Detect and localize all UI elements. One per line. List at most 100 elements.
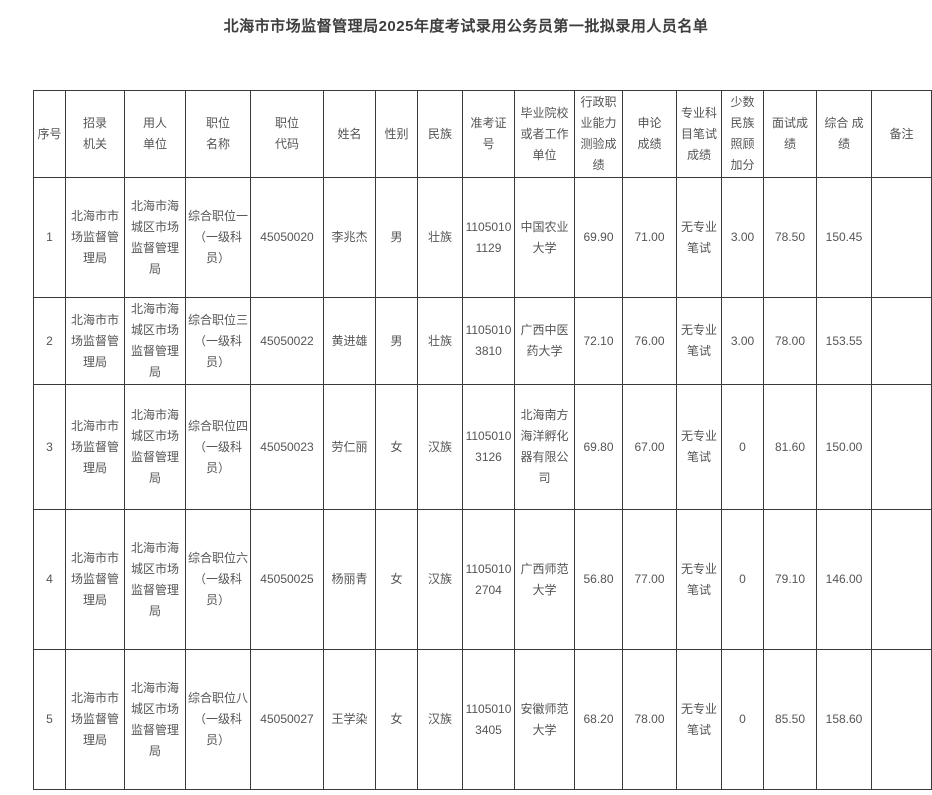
cell-name: 王学染 (323, 649, 376, 790)
cell-recruiting-organ: 北海市市场监督管理局 (65, 177, 125, 298)
header-ethnicity: 民族 (417, 90, 463, 178)
cell-employing-unit: 北海市海城区市场监督管理局 (124, 177, 186, 298)
header-aptitude-score: 行政职 业能力 测验成 绩 (574, 90, 623, 178)
cell-school-or-employer: 广西师范大学 (514, 509, 575, 650)
cell-employing-unit: 北海市海城区市场监督管理局 (124, 509, 186, 650)
cell-employing-unit: 北海市海城区市场监督管理局 (124, 384, 186, 510)
cell-minority-bonus: 0 (721, 649, 764, 790)
cell-name: 黄进雄 (323, 297, 376, 385)
cell-exam-id: 11050103810 (462, 297, 515, 385)
cell-aptitude-score: 72.10 (574, 297, 623, 385)
cell-recruiting-organ: 北海市市场监督管理局 (65, 297, 125, 385)
cell-remarks (871, 297, 932, 385)
cell-school-or-employer: 北海南方海洋孵化器有限公司 (514, 384, 575, 510)
cell-gender: 女 (375, 384, 418, 510)
cell-employing-unit: 北海市海城区市场监督管理局 (124, 649, 186, 790)
table-row: 3 北海市市场监督管理局 北海市海城区市场监督管理局 综合职位四（一级科员） 4… (33, 384, 932, 510)
cell-interview-score: 85.50 (763, 649, 817, 790)
cell-seq: 1 (33, 177, 66, 298)
cell-position-name: 综合职位六（一级科员） (185, 509, 251, 650)
header-exam-id: 准考证 号 (462, 90, 515, 178)
cell-ethnicity: 壮族 (417, 177, 463, 298)
cell-position-code: 45050027 (250, 649, 324, 790)
header-interview-score: 面试成 绩 (763, 90, 817, 178)
cell-essay-score: 77.00 (622, 509, 677, 650)
table-row: 2 北海市市场监督管理局 北海市海城区市场监督管理局 综合职位三（一级科员） 4… (33, 297, 932, 385)
cell-position-name: 综合职位八（一级科员） (185, 649, 251, 790)
header-remarks: 备注 (871, 90, 932, 178)
recruitment-roster-table: 序号 招录 机关 用人 单位 职位 名称 职位 代码 姓名 性别 民族 准考证 … (33, 90, 932, 790)
header-seq: 序号 (33, 90, 66, 178)
cell-exam-id: 11050103126 (462, 384, 515, 510)
cell-total-score: 150.00 (816, 384, 872, 510)
table-row: 1 北海市市场监督管理局 北海市海城区市场监督管理局 综合职位一（一级科员） 4… (33, 177, 932, 298)
cell-aptitude-score: 68.20 (574, 649, 623, 790)
cell-position-code: 45050023 (250, 384, 324, 510)
cell-remarks (871, 509, 932, 650)
cell-school-or-employer: 中国农业大学 (514, 177, 575, 298)
cell-aptitude-score: 56.80 (574, 509, 623, 650)
cell-seq: 3 (33, 384, 66, 510)
header-name: 姓名 (323, 90, 376, 178)
header-total-score: 综合 成 绩 (816, 90, 872, 178)
header-essay-score: 申论 成绩 (622, 90, 677, 178)
cell-recruiting-organ: 北海市市场监督管理局 (65, 649, 125, 790)
cell-position-code: 45050025 (250, 509, 324, 650)
header-employing-unit: 用人 单位 (124, 90, 186, 178)
cell-essay-score: 76.00 (622, 297, 677, 385)
cell-interview-score: 81.60 (763, 384, 817, 510)
cell-seq: 5 (33, 649, 66, 790)
cell-position-name: 综合职位四（一级科员） (185, 384, 251, 510)
cell-total-score: 146.00 (816, 509, 872, 650)
cell-school-or-employer: 安徽师范大学 (514, 649, 575, 790)
cell-position-name: 综合职位三（一级科员） (185, 297, 251, 385)
cell-professional-test-score: 无专业笔试 (676, 384, 722, 510)
cell-gender: 女 (375, 649, 418, 790)
header-gender: 性别 (375, 90, 418, 178)
cell-minority-bonus: 0 (721, 509, 764, 650)
header-minority-bonus: 少数 民族 照顾 加分 (721, 90, 764, 178)
cell-employing-unit: 北海市海城区市场监督管理局 (124, 297, 186, 385)
cell-name: 杨丽青 (323, 509, 376, 650)
header-position-name: 职位 名称 (185, 90, 251, 178)
cell-position-code: 45050022 (250, 297, 324, 385)
cell-essay-score: 71.00 (622, 177, 677, 298)
cell-minority-bonus: 3.00 (721, 177, 764, 298)
header-recruiting-organ: 招录 机关 (65, 90, 125, 178)
cell-interview-score: 78.50 (763, 177, 817, 298)
cell-recruiting-organ: 北海市市场监督管理局 (65, 509, 125, 650)
page-title: 北海市市场监督管理局2025年度考试录用公务员第一批拟录用人员名单 (223, 18, 709, 35)
cell-ethnicity: 汉族 (417, 649, 463, 790)
cell-seq: 2 (33, 297, 66, 385)
cell-total-score: 153.55 (816, 297, 872, 385)
cell-ethnicity: 壮族 (417, 297, 463, 385)
cell-remarks (871, 177, 932, 298)
cell-professional-test-score: 无专业笔试 (676, 649, 722, 790)
cell-total-score: 158.60 (816, 649, 872, 790)
cell-gender: 男 (375, 177, 418, 298)
cell-professional-test-score: 无专业笔试 (676, 177, 722, 298)
cell-exam-id: 11050103405 (462, 649, 515, 790)
cell-minority-bonus: 3.00 (721, 297, 764, 385)
table-row: 5 北海市市场监督管理局 北海市海城区市场监督管理局 综合职位八（一级科员） 4… (33, 649, 932, 790)
cell-minority-bonus: 0 (721, 384, 764, 510)
cell-recruiting-organ: 北海市市场监督管理局 (65, 384, 125, 510)
cell-ethnicity: 汉族 (417, 509, 463, 650)
header-school-or-employer: 毕业院校 或者工作 单位 (514, 90, 575, 178)
cell-essay-score: 67.00 (622, 384, 677, 510)
cell-name: 劳仁丽 (323, 384, 376, 510)
cell-gender: 女 (375, 509, 418, 650)
cell-aptitude-score: 69.90 (574, 177, 623, 298)
cell-seq: 4 (33, 509, 66, 650)
cell-school-or-employer: 广西中医药大学 (514, 297, 575, 385)
cell-interview-score: 79.10 (763, 509, 817, 650)
header-position-code: 职位 代码 (250, 90, 324, 178)
cell-exam-id: 11050102704 (462, 509, 515, 650)
header-professional-test-score: 专业科 目笔试 成绩 (676, 90, 722, 178)
cell-interview-score: 78.00 (763, 297, 817, 385)
cell-ethnicity: 汉族 (417, 384, 463, 510)
cell-remarks (871, 649, 932, 790)
cell-name: 李兆杰 (323, 177, 376, 298)
cell-aptitude-score: 69.80 (574, 384, 623, 510)
